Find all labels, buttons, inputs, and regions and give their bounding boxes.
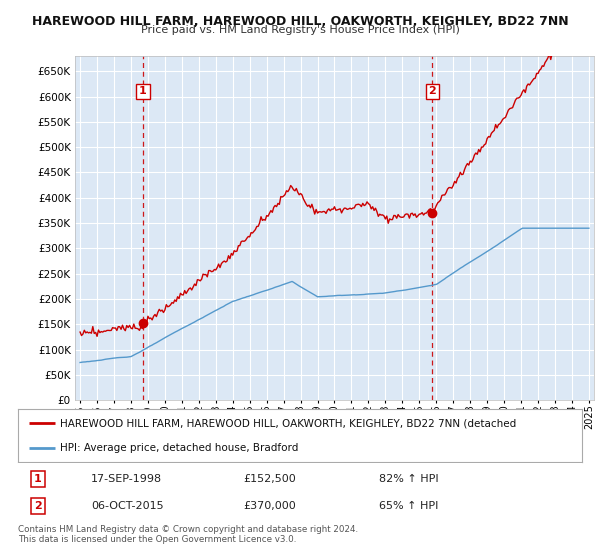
Text: HPI: Average price, detached house, Bradford: HPI: Average price, detached house, Brad…	[60, 442, 299, 452]
Text: £152,500: £152,500	[244, 474, 296, 484]
Text: 1: 1	[34, 474, 41, 484]
Text: HAREWOOD HILL FARM, HAREWOOD HILL, OAKWORTH, KEIGHLEY, BD22 7NN: HAREWOOD HILL FARM, HAREWOOD HILL, OAKWO…	[32, 15, 568, 27]
Text: 2: 2	[34, 501, 41, 511]
Text: Price paid vs. HM Land Registry's House Price Index (HPI): Price paid vs. HM Land Registry's House …	[140, 25, 460, 35]
Text: 82% ↑ HPI: 82% ↑ HPI	[379, 474, 439, 484]
Text: 17-SEP-1998: 17-SEP-1998	[91, 474, 163, 484]
Text: 06-OCT-2015: 06-OCT-2015	[91, 501, 164, 511]
Text: 1: 1	[139, 86, 147, 96]
Text: £370,000: £370,000	[244, 501, 296, 511]
Text: 65% ↑ HPI: 65% ↑ HPI	[379, 501, 439, 511]
Text: Contains HM Land Registry data © Crown copyright and database right 2024.
This d: Contains HM Land Registry data © Crown c…	[18, 525, 358, 544]
Text: HAREWOOD HILL FARM, HAREWOOD HILL, OAKWORTH, KEIGHLEY, BD22 7NN (detached: HAREWOOD HILL FARM, HAREWOOD HILL, OAKWO…	[60, 418, 517, 428]
Text: 2: 2	[428, 86, 436, 96]
